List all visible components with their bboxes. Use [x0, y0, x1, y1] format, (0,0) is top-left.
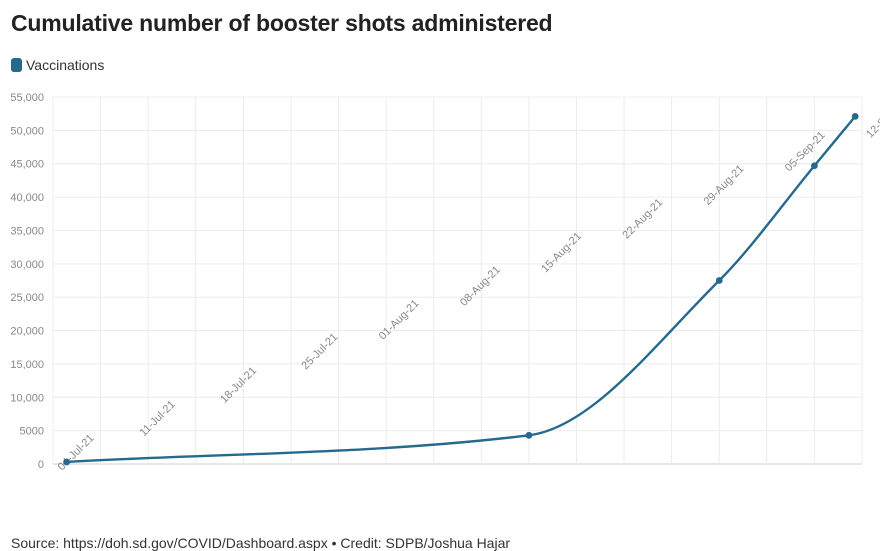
x-tick-label: 04-Jul-21 [56, 432, 97, 473]
y-tick-label: 50,000 [10, 125, 44, 137]
y-tick-label: 0 [38, 459, 44, 471]
x-tick-label: 18-Jul-21 [218, 365, 259, 406]
x-tick-label: 22-Aug-21 [620, 197, 665, 242]
data-point [525, 431, 533, 439]
data-point [715, 277, 723, 284]
data-point [851, 112, 859, 120]
y-tick-label: 55,000 [10, 92, 44, 104]
y-tick-label: 5000 [20, 426, 44, 438]
x-axis-ticks: 04-Jul-21 11-Jul-21 18-Jul-21 25-Jul-21 01-A… [56, 96, 880, 473]
legend[interactable]: Vaccinations [11, 57, 104, 73]
series-layer [63, 112, 859, 466]
y-tick-label: 15,000 [10, 359, 44, 371]
legend-swatch [11, 58, 22, 72]
y-tick-label: 10,000 [10, 392, 44, 404]
x-tick-label: 08-Aug-21 [458, 264, 503, 309]
y-tick-label: 25,000 [10, 292, 44, 304]
x-tick-label: 12-Sep-21 [864, 96, 880, 141]
x-tick-label: 01-Aug-21 [377, 298, 422, 343]
y-tick-label: 40,000 [10, 192, 44, 204]
chart-title: Cumulative number of booster shots admin… [11, 10, 553, 36]
x-tick-label: 05-Sep-21 [783, 129, 828, 174]
y-axis-ticks: 0 5000 10,000 15,000 20,000 25,000 30,000 35,00… [10, 92, 44, 471]
data-point [811, 162, 818, 170]
grid-lines [52, 96, 863, 465]
y-tick-label: 45,000 [10, 159, 44, 171]
x-tick-label: 29-Aug-21 [702, 163, 747, 208]
legend-label: Vaccinations [26, 57, 105, 73]
x-tick-label: 15-Aug-21 [539, 230, 584, 275]
x-tick-label: 25-Jul-21 [299, 331, 340, 372]
y-tick-label: 30,000 [10, 259, 44, 271]
y-tick-label: 35,000 [10, 225, 44, 237]
x-tick-label: 11-Jul-21 [137, 399, 177, 439]
data-point [63, 458, 70, 466]
source-credit: Source: https://doh.sd.gov/COVID/Dashboa… [11, 535, 511, 551]
y-tick-label: 20,000 [10, 326, 44, 338]
